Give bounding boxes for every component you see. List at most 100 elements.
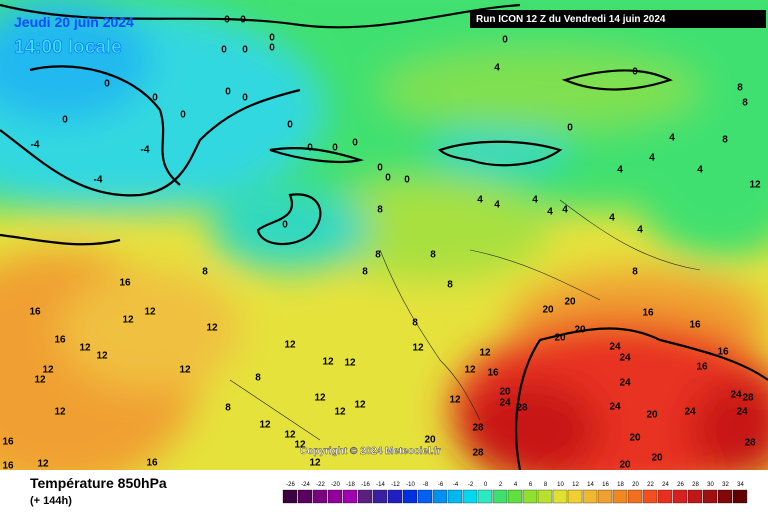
scale-swatch (282, 489, 298, 504)
contour-label: 0 (385, 173, 391, 184)
contour-label: 16 (696, 362, 708, 373)
contour-label: 12 (54, 407, 66, 418)
contour-label: 8 (742, 98, 748, 109)
scale-swatch (627, 489, 643, 504)
contour-label: 8 (737, 83, 743, 94)
scale-swatch (552, 489, 568, 504)
contour-label: 12 (479, 348, 491, 359)
contour-label: 16 (146, 458, 158, 469)
contour-label: 12 (314, 393, 326, 404)
contour-label: 16 (29, 307, 41, 318)
contour-label: 4 (697, 165, 703, 176)
contour-label: 28 (472, 448, 484, 459)
scale-label: 14 (587, 482, 594, 488)
scale-label: 18 (617, 482, 624, 488)
contour-label: 0 (269, 33, 275, 44)
contour-label: 12 (344, 358, 356, 369)
contour-label: 12 (322, 357, 334, 368)
contour-label: 24 (619, 378, 631, 389)
scale-label: -22 (316, 482, 325, 488)
scale-label: -14 (376, 482, 385, 488)
scale-label: 32 (722, 482, 729, 488)
date-text: Jeudi 20 juin 2024 (14, 14, 134, 30)
contour-label: 4 (669, 133, 675, 144)
copyright: Copyright © 2024 Meteociel.fr (300, 446, 441, 457)
scale-swatch (672, 489, 688, 504)
scale-swatch (732, 489, 748, 504)
contour-label: 12 (309, 458, 321, 469)
contour-label: 0 (502, 35, 508, 46)
contour-label: 12 (206, 323, 218, 334)
run-box (470, 10, 766, 28)
contour-label: 12 (449, 395, 461, 406)
contour-label: 8 (362, 267, 368, 278)
map-field (0, 0, 768, 470)
scale-label: 6 (529, 482, 533, 488)
contour-label: 4 (477, 195, 483, 206)
contour-label: 0 (282, 220, 288, 231)
contour-label: 4 (494, 200, 500, 211)
contour-label: 20 (554, 333, 566, 344)
contour-label: 12 (144, 307, 156, 318)
contour-label: 16 (717, 347, 729, 358)
contour-label: 24 (609, 342, 621, 353)
scale-swatch (312, 489, 328, 504)
contour-label: 12 (37, 459, 49, 470)
scale-label: 16 (602, 482, 609, 488)
contour-label: 20 (542, 305, 554, 316)
scale-label: 8 (544, 482, 548, 488)
contour-label: 8 (375, 250, 381, 261)
contour-label: 0 (225, 87, 231, 98)
contour-label: 0 (152, 93, 158, 104)
scale-swatch (477, 489, 493, 504)
contour-label: -4 (94, 175, 103, 186)
scale-label: -26 (286, 482, 295, 488)
contour-label: 12 (42, 365, 54, 376)
contour-label: 0 (242, 45, 248, 56)
scale-swatch (462, 489, 478, 504)
contour-label: 0 (332, 143, 338, 154)
contour-label: 4 (609, 213, 615, 224)
contour-label: 12 (749, 180, 761, 191)
contour-label: 24 (684, 407, 696, 418)
contour-label: -4 (141, 145, 150, 156)
scale-label: -10 (406, 482, 415, 488)
scale-swatch (447, 489, 463, 504)
scale-swatch (702, 489, 718, 504)
contour-label: 8 (447, 280, 453, 291)
scale-swatch (402, 489, 418, 504)
scale-swatch (432, 489, 448, 504)
contour-label: 16 (54, 335, 66, 346)
contour-label: 4 (494, 63, 500, 74)
contour-label: 28 (516, 403, 528, 414)
contour-label: 24 (730, 390, 742, 401)
contour-label: 0 (287, 120, 293, 131)
contour-label: 16 (487, 368, 499, 379)
legend-title: Température 850hPa (30, 475, 167, 491)
contour-label: 20 (564, 297, 576, 308)
scale-label: 28 (692, 482, 699, 488)
contour-label: -4 (31, 140, 40, 151)
scale-label: -16 (361, 482, 370, 488)
scale-swatch (297, 489, 313, 504)
contour-label: 0 (62, 115, 68, 126)
scale-label: 30 (707, 482, 714, 488)
contour-label: 24 (609, 402, 621, 413)
scale-swatch (582, 489, 598, 504)
time-text: 14:00 locale (14, 37, 122, 58)
contour-label: 0 (269, 43, 275, 54)
contour-label: 20 (651, 453, 663, 464)
contour-label: 16 (2, 461, 14, 472)
contour-label: 20 (646, 410, 658, 421)
scale-label: 22 (647, 482, 654, 488)
contour-label: 20 (629, 433, 641, 444)
contour-label: 12 (334, 407, 346, 418)
contour-label: 12 (96, 351, 108, 362)
legend-subtitle: (+ 144h) (30, 495, 72, 507)
scale-label: -8 (423, 482, 429, 488)
scale-swatch (522, 489, 538, 504)
contour-label: 0 (240, 15, 246, 26)
contour-label: 12 (179, 365, 191, 376)
run-text: Run ICON 12 Z du Vendredi 14 juin 2024 (476, 14, 666, 25)
contour-label: 12 (284, 430, 296, 441)
